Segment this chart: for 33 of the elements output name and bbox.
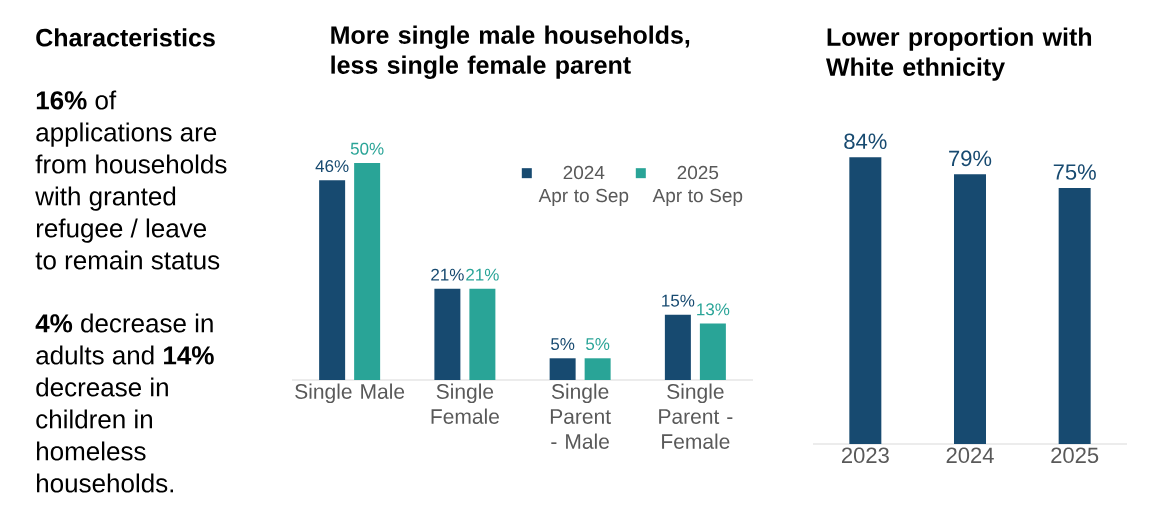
x-tick-label: 2023: [841, 447, 889, 464]
legend-label: 2025 Apr to Sep: [652, 165, 743, 206]
bar: [319, 180, 346, 380]
text: 4% decrease in adults and 14% decrease in children in homeless households.: [35, 313, 214, 493]
x-tick-label: 2024: [946, 447, 994, 464]
x-tick-label: 2025: [1051, 447, 1099, 464]
data-label: 13%: [697, 303, 730, 316]
data-label: 5%: [551, 338, 575, 351]
bar: [584, 358, 611, 380]
text: Characteristics: [36, 28, 215, 47]
data-label: 75%: [1053, 164, 1096, 180]
text: 16% of applications are from households with granted refugee / leave to remain status: [35, 90, 227, 270]
bar: [434, 288, 461, 380]
bar: [549, 358, 576, 380]
x-tick-label: Single Parent - Female: [659, 383, 733, 449]
x-tick-label: Single Male: [295, 383, 405, 404]
bar: [469, 288, 496, 380]
data-label: 79%: [949, 150, 992, 167]
chart-title: Lower proportion with White ethnicity: [825, 27, 1092, 81]
data-label: 15%: [662, 294, 695, 307]
data-label: 46%: [315, 160, 349, 173]
data-label: 21%: [431, 268, 464, 281]
data-label: 84%: [844, 133, 887, 150]
bar: [699, 323, 726, 380]
bar: [664, 314, 691, 380]
data-label: 21%: [466, 268, 499, 281]
x-tick-label: Single Female: [431, 383, 499, 424]
x-tick-label: Single Parent - Male: [550, 383, 611, 449]
data-label: 5%: [586, 338, 610, 351]
bar: [354, 162, 381, 380]
chart-title: More single male households, less single female parent: [331, 25, 690, 79]
data-label: 50%: [350, 142, 384, 155]
legend-label: 2024 Apr to Sep: [538, 165, 629, 206]
